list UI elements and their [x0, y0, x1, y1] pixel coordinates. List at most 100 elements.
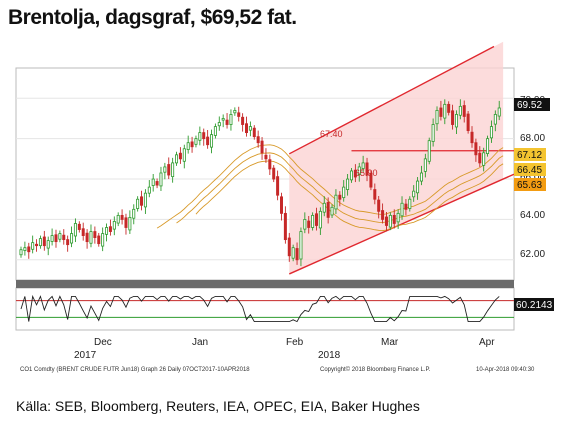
candle-body-86 — [353, 169, 357, 178]
candle-body-19 — [93, 231, 97, 239]
candle-body-22 — [105, 227, 109, 235]
candle-body-18 — [89, 231, 93, 244]
candle-body-79 — [326, 202, 330, 218]
year-2018: 2018 — [318, 350, 341, 361]
candle-body-65 — [272, 167, 276, 180]
x-tick-feb: Feb — [286, 337, 304, 348]
moving-averages — [156, 144, 504, 232]
channel-upper-line — [288, 45, 495, 155]
channel-lower-line — [288, 173, 515, 275]
y-tick-62: 62.00 — [520, 249, 545, 260]
tag-price: 69.52 — [517, 100, 542, 111]
candle-body-51 — [217, 122, 221, 127]
candle-body-110 — [447, 103, 451, 113]
candle-body-81 — [334, 194, 338, 210]
candle-body-66 — [276, 176, 280, 196]
tag-bg-ma1 — [514, 148, 546, 161]
candle-body-63 — [264, 154, 268, 160]
candle-body-67 — [279, 196, 283, 214]
x-tick-jan: Jan — [192, 337, 208, 348]
x-tick-mar: Mar — [381, 337, 399, 348]
candle-body-99 — [404, 203, 408, 210]
candle-body-109 — [443, 103, 447, 119]
candle-body-15 — [77, 223, 81, 230]
candle-body-106 — [431, 124, 435, 142]
candle-body-82 — [338, 194, 342, 200]
candle-body-5 — [38, 238, 42, 247]
candle-body-14 — [73, 223, 77, 237]
tag-osc: 60.2143 — [516, 300, 553, 311]
candle-body-70 — [291, 247, 295, 259]
chart-title: Brentolja, dagsgraf, $69,52 fat. — [8, 6, 297, 29]
candle-body-84 — [346, 178, 350, 190]
tag-ma1: 67.12 — [517, 150, 542, 161]
candle-body-94 — [384, 216, 388, 226]
candle-body-95 — [388, 214, 392, 228]
candle-body-111 — [451, 110, 455, 125]
candle-body-71 — [295, 248, 299, 261]
candle-body-17 — [85, 232, 89, 243]
candle-body-103 — [419, 172, 423, 182]
candle-body-11 — [62, 234, 66, 241]
candle-body-60 — [252, 127, 256, 138]
candle-body-43 — [186, 142, 190, 150]
candle-body-73 — [303, 219, 307, 230]
y-tick-66: 66.00 — [520, 172, 545, 183]
candle-body-69 — [287, 237, 291, 257]
candle-body-7 — [46, 240, 50, 249]
ma-3 — [195, 160, 504, 232]
candle-body-44 — [190, 141, 194, 148]
candle-body-24 — [112, 221, 116, 230]
oscillator — [16, 294, 514, 323]
year-2017: 2017 — [74, 350, 97, 361]
candle-body-1 — [23, 247, 27, 251]
candle-body-45 — [194, 138, 198, 145]
candle-body-61 — [256, 136, 260, 144]
ma-1 — [156, 144, 504, 229]
candle-body-28 — [128, 217, 132, 231]
candle-body-115 — [466, 113, 470, 131]
candle-body-53 — [225, 119, 229, 125]
tag-bg-ma3 — [514, 178, 546, 191]
candle-body-117 — [474, 142, 478, 156]
candle-body-80 — [330, 206, 334, 216]
candle-body-2 — [27, 246, 31, 253]
candle-body-112 — [454, 114, 458, 128]
footer-center: Copyright© 2018 Bloomberg Finance L.P. — [320, 366, 431, 373]
candle-body-26 — [120, 214, 124, 220]
candle-body-64 — [268, 159, 272, 170]
panel-divider — [16, 280, 514, 288]
candle-body-36 — [159, 172, 163, 187]
footer-right: 10-Apr-2018 09:40:30 — [476, 367, 535, 373]
candle-body-96 — [392, 214, 396, 224]
annotation-65-90: 65.90 — [355, 168, 378, 178]
candle-body-75 — [311, 214, 315, 228]
candle-body-21 — [101, 233, 105, 247]
x-tick-dec: Dec — [94, 337, 112, 348]
candle-body-27 — [124, 217, 128, 228]
channel-fill — [289, 41, 504, 274]
footer-left: CO1 Comdty (BRENT CRUDE FUTR Jun18) Grap… — [20, 367, 250, 373]
ma-2 — [176, 152, 504, 224]
candle-body-47 — [202, 132, 206, 140]
candle-body-48 — [206, 136, 210, 146]
candle-body-78 — [322, 202, 326, 213]
candle-body-101 — [412, 190, 416, 198]
tag-bg-osc — [514, 298, 554, 311]
candle-body-119 — [482, 152, 486, 166]
candle-body-20 — [97, 235, 101, 245]
candle-body-74 — [307, 220, 311, 228]
candle-body-50 — [213, 126, 217, 136]
trend-channel — [288, 41, 515, 275]
candle-body-52 — [221, 118, 225, 121]
candle-body-97 — [396, 212, 400, 223]
candle-body-72 — [299, 231, 303, 260]
candle-body-6 — [42, 236, 46, 247]
candle-body-68 — [283, 212, 287, 241]
candle-body-4 — [35, 243, 39, 247]
x-axis: Dec Jan Feb Mar Apr 2017 2018 — [74, 337, 495, 361]
x-tick-apr: Apr — [479, 337, 495, 348]
candle-body-107 — [435, 110, 439, 125]
candle-body-8 — [50, 235, 54, 242]
candle-body-10 — [58, 233, 62, 240]
